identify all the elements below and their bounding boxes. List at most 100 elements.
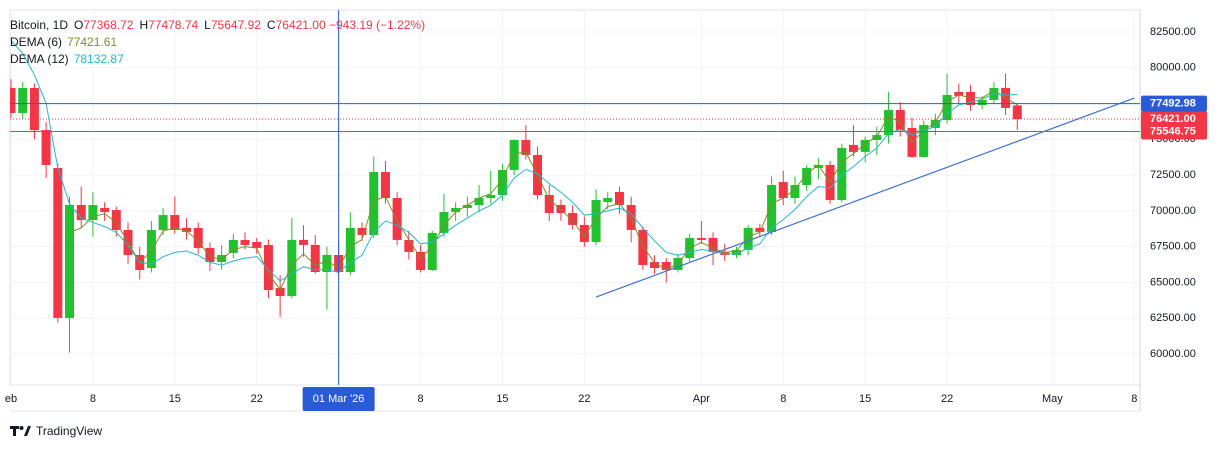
candle-body (942, 94, 952, 121)
legend: Bitcoin, 1D O77368.72 H77478.74 L75647.92 C7… (10, 17, 425, 68)
candle-body (427, 232, 437, 270)
candle-body (813, 164, 823, 168)
candle-body (603, 198, 613, 203)
candle-body (614, 191, 624, 206)
candle-body (240, 239, 250, 245)
ohlc-key: L (204, 18, 211, 32)
candle-body (182, 227, 192, 232)
brand: TradingView (36, 424, 103, 438)
ohlc-key: C (266, 18, 276, 32)
indicator-value: 77421.61 (67, 35, 118, 49)
candle-body (357, 227, 367, 235)
y-tick-label: 80000.00 (1150, 62, 1196, 74)
candle-body (708, 237, 718, 252)
candle-body (778, 181, 788, 199)
candle-body (884, 109, 894, 136)
candle-body (767, 184, 777, 232)
dema-line (10, 40, 1018, 282)
candle-body (88, 205, 98, 221)
dema-line (69, 90, 1018, 291)
footer: TradingView (10, 424, 102, 438)
indicator-row: DEMA (6) 77421.61 (10, 34, 425, 51)
candle-body (416, 251, 426, 270)
crosshair-y-bg (1141, 95, 1207, 112)
x-tick-label: 22 (941, 393, 953, 405)
candle-body (860, 140, 870, 152)
y-tick-label: 60000.00 (1150, 348, 1196, 360)
candle-body (170, 215, 180, 230)
candle-body (193, 227, 203, 248)
candle-body (954, 91, 964, 96)
symbol-row: Bitcoin, 1D O77368.72 H77478.74 L75647.92 C7… (10, 17, 425, 34)
x-tick-label: 8 (1131, 393, 1137, 405)
candle-body (521, 140, 531, 155)
x-tick-label: 8 (417, 393, 423, 405)
x-tick-label: eb (5, 393, 17, 405)
candle-body (111, 210, 121, 230)
candle-body (287, 239, 297, 297)
candle-body (41, 130, 51, 165)
crosshair-x-bg (302, 387, 375, 411)
x-tick-label: 15 (169, 393, 181, 405)
candle-body (205, 247, 215, 262)
y-tick-label: 72500.00 (1150, 169, 1196, 181)
x-tick-label: 22 (251, 393, 263, 405)
crosshair-x-label: 01 Mar '26 (313, 393, 365, 405)
indicators: DEMA (6) 77421.61 DEMA (12) 78132.87 (10, 34, 425, 68)
candle-body (345, 227, 355, 272)
candle-body (731, 249, 741, 255)
candle-body (76, 205, 86, 221)
axes: 60000.00 62500.00 65000.00 67500.00 70000.00… (5, 26, 1207, 411)
candle-body (10, 87, 16, 113)
candle-body (919, 125, 929, 157)
indicator-name: DEMA (12) (10, 52, 69, 66)
candle-body (462, 205, 472, 209)
y-tick-label: 82500.00 (1150, 26, 1196, 38)
candle-body (497, 169, 507, 196)
candle-body (486, 195, 496, 199)
candle-body (263, 244, 273, 291)
y-tick-label: 70000.00 (1150, 205, 1196, 217)
candle-body (544, 195, 554, 214)
ohlc-value: 75647.92 (210, 18, 261, 32)
candle-body (743, 227, 753, 250)
candle-body (451, 208, 461, 213)
candle-body (591, 200, 601, 242)
x-tick-label: May (1042, 393, 1063, 405)
x-tick-label: 22 (578, 393, 590, 405)
crosshair-y-label: 77492.98 (1150, 98, 1196, 110)
candle-body (895, 109, 905, 131)
candle-body (837, 147, 847, 201)
candle-body (29, 87, 39, 131)
ohlc-key: H (139, 18, 149, 32)
x-tick-label: 15 (859, 393, 871, 405)
candle-body (392, 198, 402, 240)
candle-body (310, 244, 320, 272)
x-tick-label: 8 (780, 393, 786, 405)
candle-body (53, 167, 63, 318)
candle-body (146, 229, 156, 268)
candle-body (661, 261, 671, 270)
ohlc-value: 76421.00 (275, 18, 326, 32)
price-label: 76421.00 (1150, 113, 1196, 125)
candle-body (275, 288, 285, 297)
candle-body (380, 171, 390, 199)
candle-body (474, 198, 484, 206)
y-tick-label: 62500.00 (1150, 312, 1196, 324)
candle-body (872, 135, 882, 141)
candle-body (802, 167, 812, 185)
candle-body (977, 99, 987, 105)
price-label-bg (1141, 110, 1207, 127)
change: −943.19 (−1.22%) (329, 18, 426, 32)
candle-body (404, 239, 414, 252)
x-tick-label: Apr (693, 393, 710, 405)
y-tick-label: 67500.00 (1150, 241, 1196, 253)
candle-body (228, 239, 238, 253)
plot (10, 10, 1140, 385)
candle-body (158, 215, 168, 230)
candle-body (100, 208, 110, 213)
price-label: 75546.75 (1150, 125, 1196, 137)
candle-body (18, 87, 28, 113)
